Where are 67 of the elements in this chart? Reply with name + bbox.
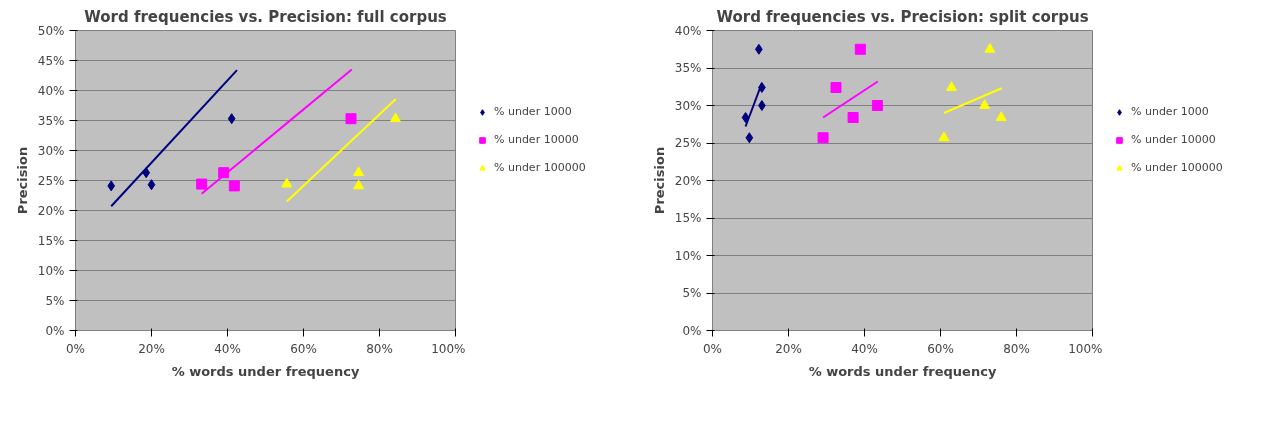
y-tick-label: 20%: [37, 203, 65, 218]
y-tick-label: 10%: [37, 263, 65, 278]
y-tick-label: 25%: [37, 173, 65, 188]
point: [227, 113, 236, 125]
point: [741, 112, 750, 123]
y-tick-label: 30%: [37, 143, 65, 158]
y-tick-label: 40%: [674, 23, 702, 38]
y-tick-label: 30%: [674, 98, 702, 113]
y-tick-label: 25%: [674, 136, 702, 150]
point: [946, 81, 958, 91]
point: [228, 180, 240, 192]
chart-title: Word frequencies vs. Precision: full corpus: [84, 7, 447, 26]
legend-label: % under 10000: [1131, 133, 1216, 146]
y-tick-label: 20%: [674, 173, 702, 188]
x-tick-label: 80%: [1003, 341, 1030, 356]
point: [281, 177, 293, 188]
point: [758, 100, 766, 111]
x-axis-title: % words under frequency: [171, 363, 360, 379]
y-tick-label: 10%: [674, 248, 702, 263]
y-tick-label: 15%: [37, 233, 65, 248]
y-tick-label: 15%: [674, 211, 702, 225]
legend-label: % under 1000: [1131, 105, 1209, 118]
y-tick-label: 40%: [37, 83, 65, 98]
chart-title: Word frequencies vs. Precision: split corpus: [716, 7, 1089, 26]
y-tick-label: 0%: [45, 323, 65, 338]
point: [995, 111, 1007, 121]
y-axis-title: Precision: [651, 146, 667, 215]
point: [389, 112, 401, 123]
point: [984, 42, 996, 53]
point: [745, 132, 754, 144]
y-tick-label: 45%: [37, 53, 65, 68]
point: [817, 132, 829, 144]
point: [938, 131, 950, 142]
y-tick-label: 35%: [37, 113, 65, 128]
point: [353, 166, 365, 177]
y-axis-title: Precision: [14, 146, 30, 215]
legend-label: % under 100000: [1131, 161, 1223, 174]
x-tick-label: 100%: [1068, 341, 1103, 356]
x-tick-label: 40%: [214, 341, 241, 356]
y-tick-label: 35%: [674, 61, 702, 75]
x-axis-title: % words under frequency: [808, 363, 997, 379]
point: [147, 179, 156, 191]
x-tick-label: 0%: [702, 341, 723, 356]
point: [847, 112, 859, 123]
legend-label: % under 100000: [494, 161, 586, 174]
y-tick-label: 5%: [682, 286, 702, 300]
x-tick-label: 0%: [65, 341, 86, 356]
point: [871, 100, 883, 111]
x-tick-label: 60%: [290, 341, 317, 356]
x-tick-label: 100%: [431, 341, 466, 356]
y-tick-label: 5%: [45, 293, 65, 308]
x-tick-label: 60%: [927, 341, 954, 356]
point: [196, 178, 208, 190]
x-tick-label: 80%: [366, 341, 393, 356]
y-tick-label: 50%: [37, 23, 65, 38]
y-tick-label: 0%: [682, 323, 702, 338]
legend-label: % under 1000: [494, 105, 572, 118]
point: [979, 99, 991, 109]
point: [107, 180, 116, 192]
point: [353, 179, 365, 190]
point: [854, 43, 866, 55]
point: [345, 113, 357, 125]
point: [830, 82, 842, 93]
x-tick-label: 20%: [775, 341, 802, 356]
legend-label: % under 10000: [494, 133, 579, 146]
x-tick-label: 40%: [851, 341, 878, 356]
x-tick-label: 20%: [138, 341, 165, 356]
